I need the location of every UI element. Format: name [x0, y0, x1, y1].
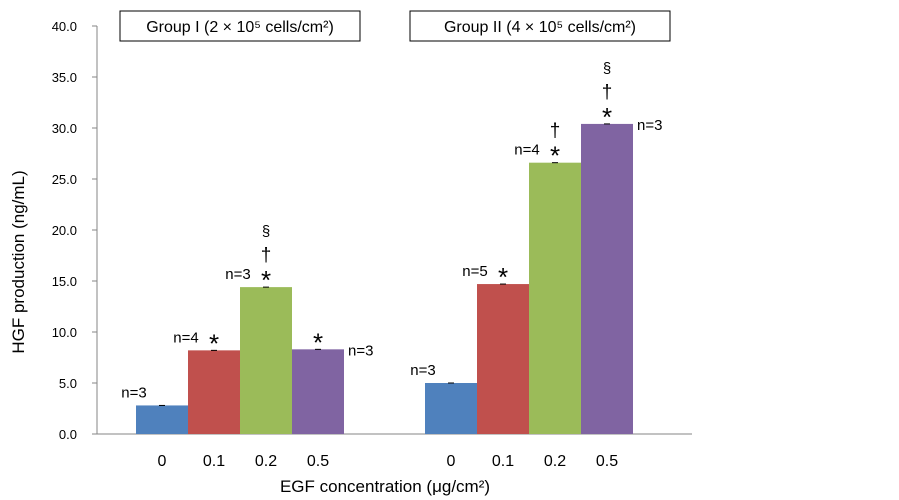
sig-asterisk: *	[261, 265, 271, 295]
sig-asterisk: *	[209, 328, 219, 358]
sig-asterisk: *	[498, 262, 508, 292]
bar	[188, 350, 240, 434]
x-tick-label: 0.1	[492, 453, 514, 470]
y-tick-label: 35.0	[52, 70, 77, 85]
sig-section: §	[603, 60, 611, 77]
n-label: n=3	[348, 342, 373, 359]
x-tick-label: 0.5	[307, 453, 329, 470]
n-label: n=5	[462, 263, 487, 280]
x-axis-title: EGF concentration (μg/cm²)	[280, 477, 490, 496]
x-tick-label: 0	[158, 453, 167, 470]
x-tick-label: 0.2	[544, 453, 566, 470]
bar	[581, 123, 633, 435]
group-title-box	[409, 10, 671, 42]
y-tick-label: 40.0	[52, 19, 77, 34]
y-axis-title: HGF production (ng/mL)	[9, 170, 28, 353]
x-tick-label: 0.2	[255, 453, 277, 470]
x-tick-label: 0.5	[596, 453, 618, 470]
sig-asterisk: *	[550, 141, 560, 171]
bar	[240, 287, 292, 434]
y-tick-label: 25.0	[52, 172, 77, 187]
labels: Group I (2 × 10⁵ cells/cm²) 0 n=3 0.1 n=4 * 0.…	[119, 10, 671, 470]
y-tick-label: 30.0	[52, 121, 77, 136]
n-label: n=3	[121, 384, 146, 401]
y-tick-label: 10.0	[52, 325, 77, 340]
y-tick-label: 5.0	[59, 376, 77, 391]
bar	[425, 383, 477, 434]
x-tick-label: 0.1	[203, 453, 225, 470]
n-label: n=4	[514, 142, 539, 159]
n-label: n=4	[173, 329, 198, 346]
bar	[529, 162, 581, 434]
n-label: n=3	[637, 117, 662, 134]
bar	[136, 405, 188, 434]
sig-dagger: †	[261, 245, 272, 266]
group-title-box	[119, 10, 361, 42]
bar	[292, 349, 344, 434]
sig-section: §	[262, 223, 270, 240]
sig-asterisk: *	[313, 327, 323, 357]
sig-dagger: †	[602, 82, 613, 103]
n-label: n=3	[410, 362, 435, 379]
bars	[136, 123, 633, 435]
sig-asterisk: *	[602, 102, 612, 132]
sig-dagger: †	[550, 121, 561, 142]
group-title: Group II (4 × 10⁵ cells/cm²)	[444, 19, 636, 36]
y-tick-label: 15.0	[52, 274, 77, 289]
x-tick-label: 0	[447, 453, 456, 470]
bar	[477, 284, 529, 434]
y-tick-label: 20.0	[52, 223, 77, 238]
n-label: n=3	[225, 266, 250, 283]
group-title: Group I (2 × 10⁵ cells/cm²)	[146, 19, 334, 36]
y-tick-label: 0.0	[59, 427, 77, 442]
